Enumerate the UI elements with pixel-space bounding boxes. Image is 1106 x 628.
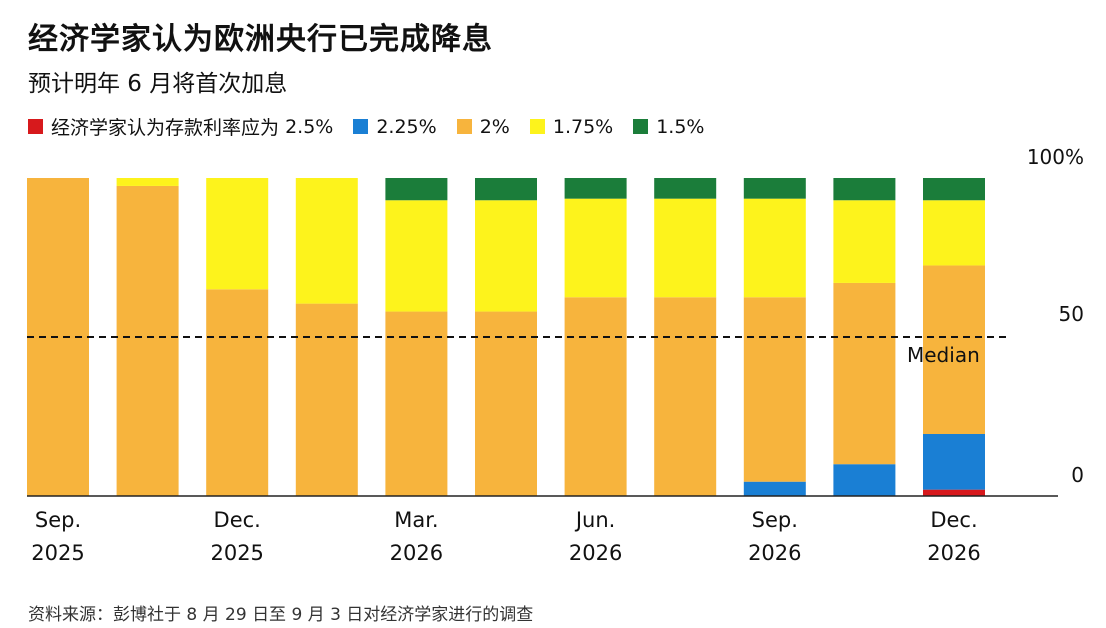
bar-8-series-4	[743, 178, 806, 199]
legend: 经济学家认为存款利率应为 2.5% 2.25% 2% 1.75% 1.5%	[28, 113, 725, 140]
x-tick-label-0-year: 2025	[31, 541, 84, 565]
x-tick-label-2-year: 2025	[210, 541, 263, 565]
bar-3-series-2	[295, 303, 358, 496]
bar-6-series-2	[564, 297, 627, 496]
bar-6-series-4	[564, 178, 627, 199]
bar-7-series-2	[654, 297, 717, 496]
bar-10-series-2	[923, 265, 985, 434]
bar-6-series-3	[564, 198, 627, 298]
legend-label-2-25: 2.25%	[376, 115, 437, 138]
bar-10-series-0	[923, 489, 985, 496]
x-tick-label-4-month: Mar.	[394, 508, 438, 532]
bar-5-series-2	[475, 311, 537, 496]
x-tick-label-10-year: 2026	[927, 541, 980, 565]
legend-item-2: 2%	[456, 115, 510, 138]
bar-10-series-4	[923, 178, 985, 201]
y-tick-label-100: 100%	[1027, 145, 1084, 169]
y-tick-label-0: 0	[1071, 463, 1084, 487]
legend-swatch-red	[28, 119, 43, 134]
legend-label-2-5: 2.5%	[285, 115, 334, 138]
bar-9-series-1	[833, 464, 896, 496]
legend-swatch-green	[633, 119, 649, 134]
median-label: Median	[907, 343, 980, 367]
bar-5-series-4	[475, 178, 537, 201]
x-tick-label-4-year: 2026	[390, 541, 443, 565]
legend-label-1-5: 1.5%	[656, 115, 705, 138]
bar-2-series-2	[206, 289, 269, 496]
x-tick-label-2-month: Dec.	[214, 508, 261, 532]
bar-8-series-1	[743, 481, 806, 496]
legend-prefix: 经济学家认为存款利率应为	[51, 117, 280, 139]
bar-9-series-2	[833, 282, 896, 465]
legend-item-1-5: 1.5%	[633, 115, 705, 138]
bar-9-series-3	[833, 200, 896, 283]
bar-8-series-2	[743, 297, 806, 482]
bar-1-series-3	[116, 178, 179, 186]
bar-4-series-3	[385, 200, 448, 312]
bar-8-series-3	[743, 198, 806, 298]
x-tick-label-8-year: 2026	[748, 541, 801, 565]
legend-label-2: 2%	[479, 115, 510, 138]
x-tick-label-6-month: Jun.	[574, 508, 616, 532]
bar-4-series-4	[385, 178, 448, 201]
bar-4-series-2	[385, 311, 448, 496]
x-tick-label-8-month: Sep.	[752, 508, 798, 532]
bar-5-series-3	[475, 200, 537, 312]
bar-3-series-3	[295, 178, 358, 304]
bar-7-series-3	[654, 198, 717, 298]
legend-swatch-blue	[353, 119, 369, 134]
bar-2-series-3	[206, 178, 269, 290]
legend-label-1-75: 1.75%	[552, 115, 614, 138]
legend-item-2-5: 经济学家认为存款利率应为 2.5%	[28, 113, 333, 140]
y-tick-label-50: 50	[1059, 302, 1084, 326]
chart-subtitle: 预计明年 6 月将首次加息	[28, 71, 288, 97]
legend-item-2-25: 2.25%	[353, 115, 437, 138]
chart-title: 经济学家认为欧洲央行已完成降息	[28, 22, 493, 57]
bar-10-series-1	[923, 433, 985, 490]
legend-item-1-75: 1.75%	[529, 115, 614, 138]
legend-swatch-orange	[456, 119, 472, 134]
bar-9-series-4	[833, 178, 896, 201]
bar-1-series-2	[116, 185, 179, 496]
source-note: 资料来源：彭博社于 8 月 29 日至 9 月 3 日对经济学家进行的调查	[28, 605, 534, 625]
x-tick-label-10-month: Dec.	[930, 508, 977, 532]
bar-7-series-4	[654, 178, 717, 199]
x-tick-label-6-year: 2026	[569, 541, 622, 565]
x-tick-label-0-month: Sep.	[35, 508, 81, 532]
bar-10-series-3	[923, 200, 985, 266]
legend-swatch-yellow	[529, 119, 545, 134]
